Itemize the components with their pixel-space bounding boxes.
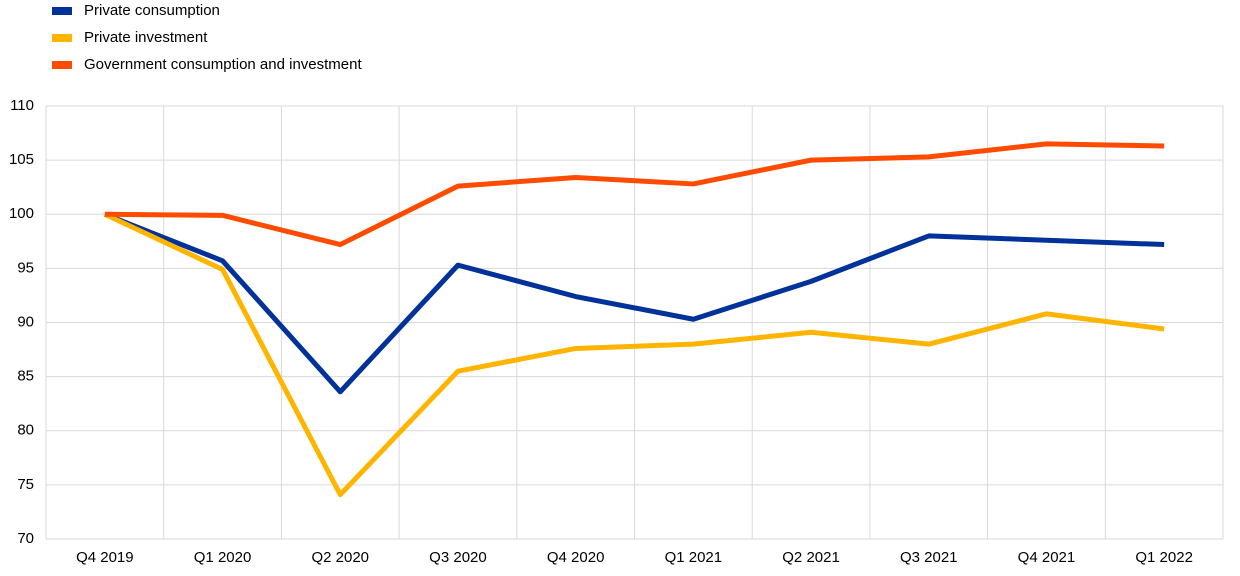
x-tick-label: Q1 2022: [1135, 549, 1193, 566]
y-tick-label: 110: [10, 97, 34, 114]
legend-swatch: [52, 61, 72, 69]
x-tick-label: Q3 2020: [429, 549, 487, 566]
x-tick-label: Q2 2021: [782, 549, 840, 566]
y-tick-label: 95: [17, 259, 34, 276]
x-tick-label: Q1 2021: [665, 549, 723, 566]
y-tick-label: 75: [17, 476, 34, 493]
y-tick-label: 85: [17, 368, 34, 385]
x-tick-label: Q4 2019: [76, 549, 134, 566]
legend-label: Private investment: [84, 29, 208, 46]
legend-swatch: [52, 7, 72, 15]
legend-label: Government consumption and investment: [84, 56, 362, 73]
x-tick-label: Q4 2020: [547, 549, 605, 566]
x-tick-label: Q2 2020: [311, 549, 369, 566]
x-tick-label: Q3 2021: [900, 549, 958, 566]
x-tick-label: Q1 2020: [194, 549, 252, 566]
y-tick-label: 70: [17, 530, 34, 547]
series-line: [103, 211, 1165, 395]
x-tick-label: Q4 2021: [1018, 549, 1076, 566]
y-tick-label: 90: [17, 313, 34, 330]
legend-label: Private consumption: [84, 2, 220, 19]
y-tick-label: 105: [9, 151, 34, 168]
series-line: [103, 211, 1165, 498]
y-tick-label: 100: [9, 205, 34, 222]
y-tick-label: 80: [17, 422, 34, 439]
legend-swatch: [52, 34, 72, 42]
series-line: [104, 141, 1165, 248]
